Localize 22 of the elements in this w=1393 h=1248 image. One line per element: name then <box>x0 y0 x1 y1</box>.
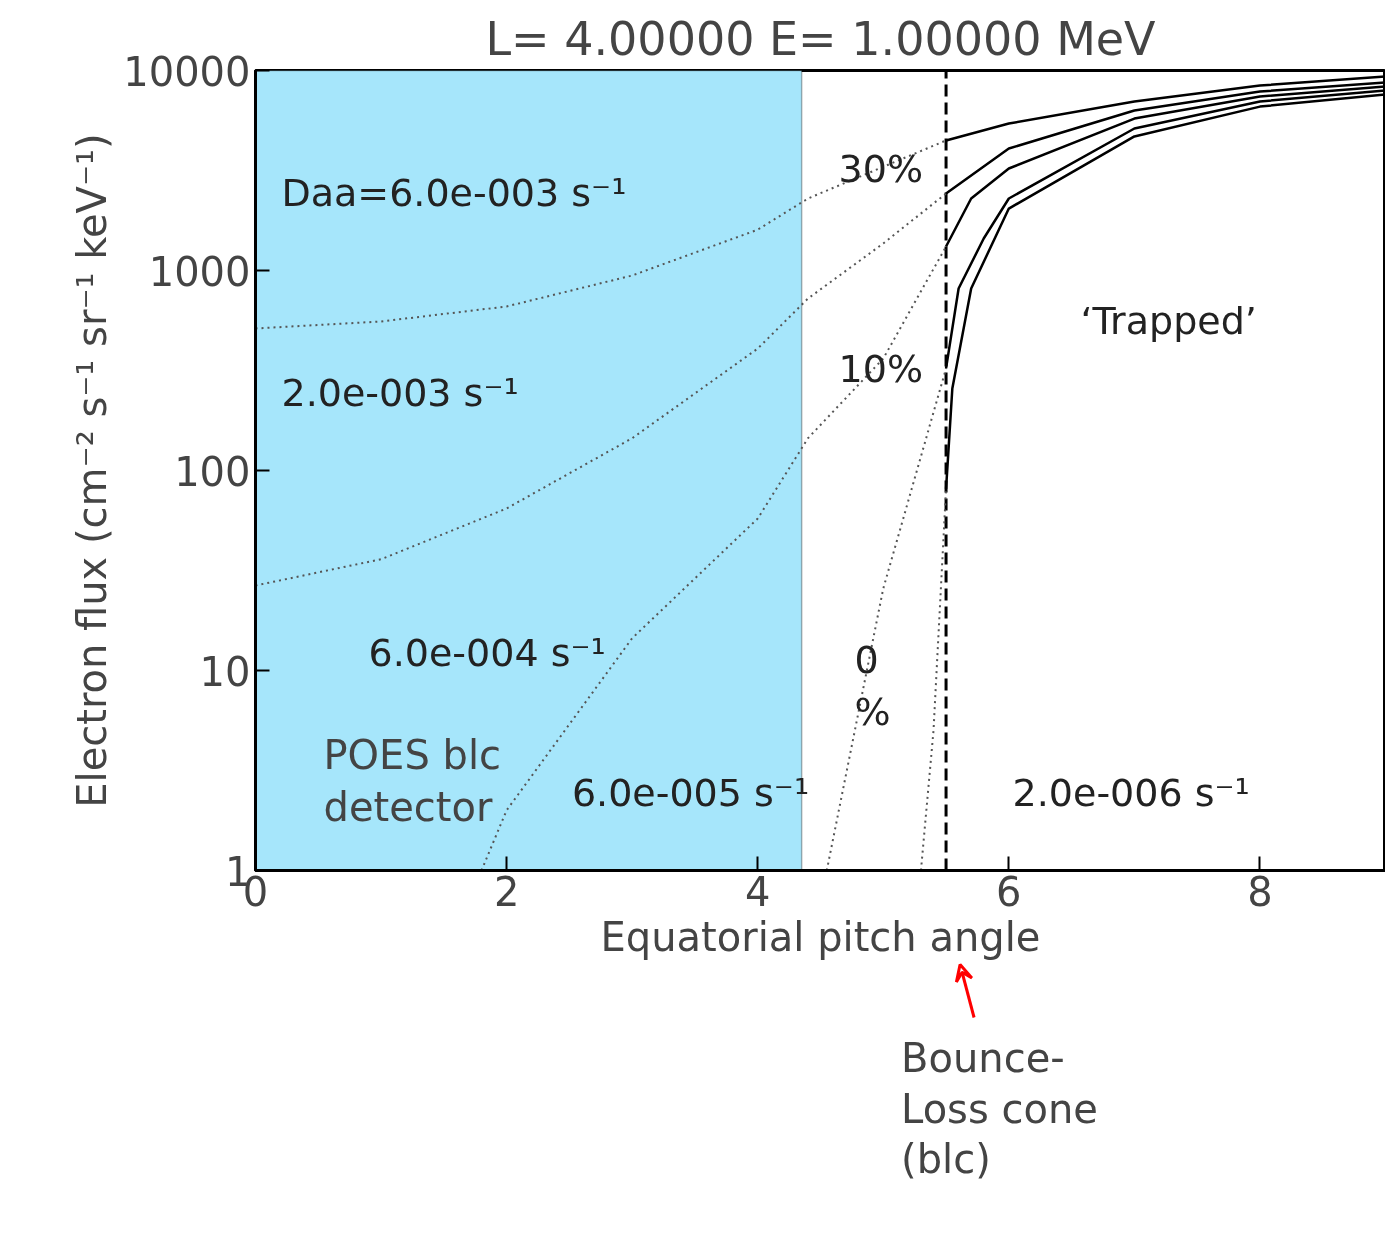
y-tick-label: 10 <box>199 648 251 695</box>
annotation: ‘Trapped’ <box>1080 298 1257 343</box>
annotation: 6.0e-005 s⁻¹ <box>571 770 810 815</box>
annotation: 2.0e-003 s⁻¹ <box>281 370 519 415</box>
y-axis-title: Electron flux (cm⁻² s⁻¹ sr⁻¹ keV⁻¹) <box>69 133 116 808</box>
x-tick-label: 2 <box>493 868 520 915</box>
y-tick-label: 1000 <box>148 248 251 295</box>
band-label: POES blc detector <box>323 731 501 831</box>
annotation: 0 % <box>854 637 891 735</box>
annotation: 10% <box>838 346 924 391</box>
x-tick-label: 6 <box>996 868 1022 915</box>
y-tick-label: 100 <box>174 448 251 495</box>
annotation: 30% <box>838 146 924 191</box>
y-tick-label: 10000 <box>123 48 251 95</box>
x-tick-label: 4 <box>745 868 771 915</box>
text: Bounce- Loss cone (blc) <box>901 1035 1098 1183</box>
chart-title: L= 4.00000 E= 1.00000 MeV <box>485 11 1157 66</box>
annotation: 6.0e-004 s⁻¹ <box>368 630 606 675</box>
x-axis-title: Equatorial pitch angle <box>600 913 1041 960</box>
x-tick-label: 8 <box>1247 868 1273 915</box>
annotation: Daa=6.0e-003 s⁻¹ <box>281 170 627 215</box>
annotation: 2.0e-006 s⁻¹ <box>1012 770 1250 815</box>
